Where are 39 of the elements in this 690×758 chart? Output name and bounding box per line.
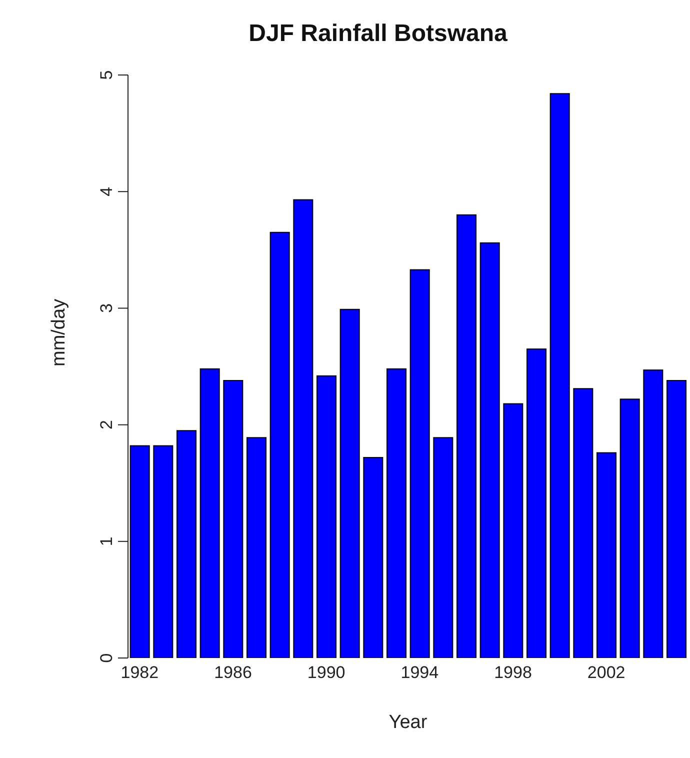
y-tick-label: 1 — [97, 536, 116, 546]
y-tick-label: 5 — [97, 70, 116, 80]
bar — [363, 456, 384, 658]
bar — [596, 452, 616, 658]
y-tick-label: 0 — [97, 653, 116, 663]
bar — [386, 368, 406, 658]
bar — [643, 370, 664, 658]
x-tick-label: 1990 — [307, 663, 346, 682]
bar — [550, 93, 570, 658]
bar — [176, 430, 196, 658]
bar — [293, 199, 314, 658]
y-axis-title: mm/day — [48, 298, 70, 366]
bar — [433, 437, 454, 658]
bar — [316, 375, 336, 658]
bar — [340, 308, 360, 658]
bar — [526, 348, 546, 658]
y-tick-label: 3 — [97, 303, 116, 313]
y-tick-label: 4 — [97, 186, 116, 196]
bar — [246, 437, 266, 658]
chart-title: DJF Rainfall Botswana — [248, 20, 508, 48]
x-tick-label: 1998 — [494, 663, 532, 682]
x-tick-label: 1986 — [214, 663, 252, 682]
bar — [620, 398, 640, 658]
x-tick-label: 1994 — [400, 663, 439, 682]
bar — [130, 445, 150, 658]
y-tick-label: 2 — [97, 420, 116, 430]
x-tick-label: 2002 — [587, 663, 626, 682]
bar — [573, 388, 594, 658]
bar — [270, 232, 290, 658]
x-axis-title: Year — [388, 712, 428, 733]
x-tick-label: 1982 — [120, 663, 159, 682]
bar — [410, 269, 430, 658]
bar — [456, 214, 476, 658]
bar — [153, 445, 174, 658]
bar — [666, 380, 686, 658]
bar — [503, 403, 524, 658]
bar — [200, 368, 220, 658]
bar — [480, 242, 500, 658]
bar — [223, 380, 244, 658]
